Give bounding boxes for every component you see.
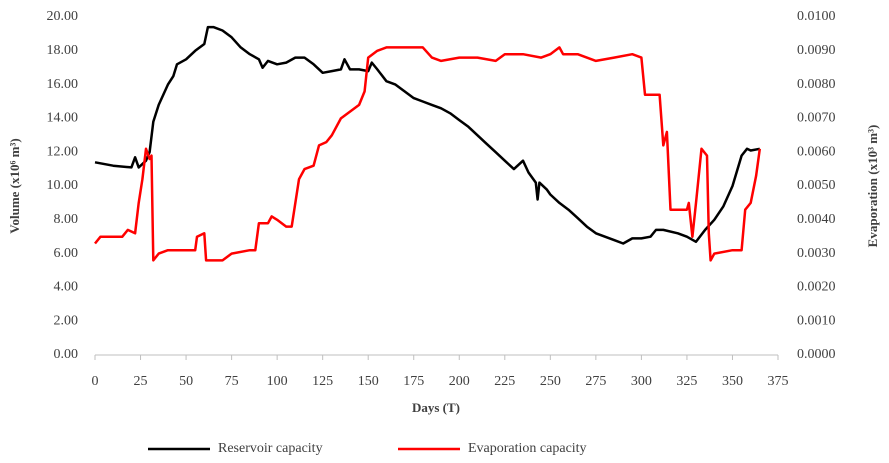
x-tick-label: 300	[631, 374, 652, 389]
y-tick-label: 0.00	[54, 347, 79, 362]
y2-tick-label: 0.0040	[797, 212, 836, 227]
series-line	[94, 25, 761, 245]
y-tick-label: 12.00	[47, 144, 79, 159]
y-tick-label: 16.00	[47, 77, 79, 92]
y-tick-label: 20.00	[47, 9, 79, 24]
x-tick-label: 375	[768, 374, 789, 389]
y2-tick-label: 0.0070	[797, 111, 836, 126]
y2-tick-label: 0.0000	[797, 347, 836, 362]
y-tick-label: 14.00	[47, 111, 79, 126]
legend-label: Evaporation capacity	[468, 441, 587, 456]
x-tick-label: 325	[676, 374, 697, 389]
y-tick-label: 18.00	[47, 43, 79, 58]
y-tick-label: 6.00	[54, 246, 79, 261]
x-tick-label: 175	[403, 374, 424, 389]
x-tick-label: 75	[225, 374, 239, 389]
x-tick-label: 225	[494, 374, 515, 389]
y2-tick-label: 0.0010	[797, 313, 836, 328]
y2-tick-label: 0.0050	[797, 178, 836, 193]
x-tick-label: 250	[540, 374, 561, 389]
x-tick-label: 50	[179, 374, 193, 389]
series-line	[94, 46, 762, 262]
x-tick-label: 25	[134, 374, 148, 389]
x-tick-label: 150	[358, 374, 379, 389]
y-tick-label: 10.00	[47, 178, 79, 193]
x-tick-label: 350	[722, 374, 743, 389]
y2-tick-label: 0.0090	[797, 43, 836, 58]
x-tick-label: 125	[312, 374, 333, 389]
x-axis-title: Days (T)	[412, 400, 460, 415]
y2-tick-label: 0.0100	[797, 9, 836, 24]
y-tick-label: 2.00	[54, 313, 79, 328]
x-tick-label: 0	[92, 374, 99, 389]
y2-tick-label: 0.0060	[797, 144, 836, 159]
x-tick-label: 100	[267, 374, 288, 389]
y-tick-label: 8.00	[54, 212, 79, 227]
y-axis-title: Volume (x10⁶ m³)	[7, 138, 22, 233]
y-tick-label: 4.00	[54, 280, 79, 295]
x-tick-label: 275	[585, 374, 606, 389]
y2-tick-label: 0.0080	[797, 77, 836, 92]
x-tick-label: 200	[449, 374, 470, 389]
y2-tick-label: 0.0030	[797, 246, 836, 261]
y2-tick-label: 0.0020	[797, 280, 836, 295]
legend-label: Reservoir capacity	[218, 441, 323, 456]
y2-axis-title: Evaporation (x10³ m³)	[865, 125, 880, 248]
